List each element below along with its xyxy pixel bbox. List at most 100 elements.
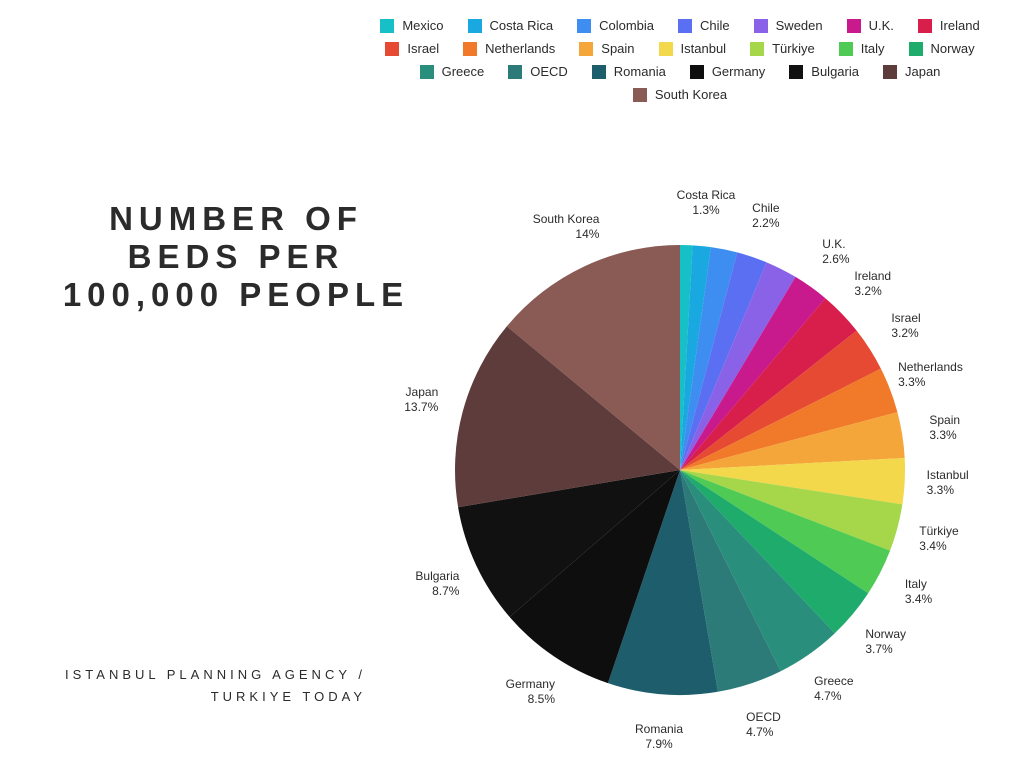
slice-label-name: Italy xyxy=(905,577,927,591)
legend-label: Norway xyxy=(931,41,975,56)
slice-label-pct: 3.3% xyxy=(929,428,960,443)
legend-label: Japan xyxy=(905,64,940,79)
legend-label: Spain xyxy=(601,41,634,56)
legend-label: Istanbul xyxy=(681,41,727,56)
slice-label: Netherlands3.3% xyxy=(898,360,963,390)
slice-label-name: Israel xyxy=(891,311,920,325)
legend-swatch xyxy=(678,19,692,33)
slice-label: OECD4.7% xyxy=(746,710,781,740)
slice-label: Romania7.9% xyxy=(635,722,683,752)
slice-label-pct: 14% xyxy=(533,227,600,242)
slice-label-pct: 3.2% xyxy=(891,326,920,341)
legend-item: Sweden xyxy=(754,18,823,33)
legend-label: OECD xyxy=(530,64,568,79)
slice-label: Bulgaria8.7% xyxy=(415,569,459,599)
legend-swatch xyxy=(789,65,803,79)
slice-label-pct: 7.9% xyxy=(635,737,683,752)
chart-source: ISTANBUL PLANNING AGENCY / TURKIYE TODAY xyxy=(56,664,366,708)
legend-swatch xyxy=(420,65,434,79)
slice-label-name: Istanbul xyxy=(927,468,969,482)
legend-item: Greece xyxy=(420,64,485,79)
slice-label: Ireland3.2% xyxy=(854,269,891,299)
legend-label: Chile xyxy=(700,18,730,33)
legend-item: Bulgaria xyxy=(789,64,859,79)
slice-label-pct: 2.2% xyxy=(752,216,779,231)
legend-label: Mexico xyxy=(402,18,443,33)
legend-item: Costa Rica xyxy=(468,18,554,33)
slice-label-pct: 3.2% xyxy=(854,284,891,299)
slice-label: Norway3.7% xyxy=(865,627,906,657)
legend-item: Spain xyxy=(579,41,634,56)
legend-label: Ireland xyxy=(940,18,980,33)
legend-item: Norway xyxy=(909,41,975,56)
slice-label: Chile2.2% xyxy=(752,201,779,231)
legend-label: Greece xyxy=(442,64,485,79)
slice-label-name: Türkiye xyxy=(919,524,958,538)
slice-label-name: Germany xyxy=(506,677,555,691)
slice-label-name: Netherlands xyxy=(898,360,963,374)
legend-swatch xyxy=(918,19,932,33)
slice-label-pct: 13.7% xyxy=(404,400,438,415)
legend-label: Netherlands xyxy=(485,41,555,56)
slice-label-pct: 8.5% xyxy=(506,692,555,707)
legend-item: Türkiye xyxy=(750,41,815,56)
legend-swatch xyxy=(468,19,482,33)
legend-swatch xyxy=(750,42,764,56)
legend-item: Mexico xyxy=(380,18,443,33)
legend-label: Romania xyxy=(614,64,666,79)
legend-item: Japan xyxy=(883,64,940,79)
legend-label: Israel xyxy=(407,41,439,56)
legend-item: Colombia xyxy=(577,18,654,33)
legend-item: U.K. xyxy=(847,18,894,33)
legend-swatch xyxy=(633,88,647,102)
slice-label-name: Spain xyxy=(929,413,960,427)
legend-label: Italy xyxy=(861,41,885,56)
slice-label-name: Chile xyxy=(752,201,779,215)
legend-swatch xyxy=(754,19,768,33)
slice-label-pct: 3.4% xyxy=(919,539,958,554)
slice-label-pct: 3.7% xyxy=(865,642,906,657)
legend-swatch xyxy=(592,65,606,79)
slice-label-pct: 1.3% xyxy=(677,203,736,218)
slice-label-name: OECD xyxy=(746,710,781,724)
slice-label: Türkiye3.4% xyxy=(919,524,958,554)
legend-swatch xyxy=(577,19,591,33)
slice-label: Germany8.5% xyxy=(506,677,555,707)
legend-swatch xyxy=(463,42,477,56)
slice-label-name: Japan xyxy=(406,385,439,399)
legend-item: Ireland xyxy=(918,18,980,33)
legend-swatch xyxy=(508,65,522,79)
legend-label: Sweden xyxy=(776,18,823,33)
legend-swatch xyxy=(690,65,704,79)
legend-label: Germany xyxy=(712,64,765,79)
legend-swatch xyxy=(847,19,861,33)
legend-swatch xyxy=(909,42,923,56)
slice-label: Israel3.2% xyxy=(891,311,920,341)
legend-swatch xyxy=(380,19,394,33)
slice-label-name: Bulgaria xyxy=(415,569,459,583)
slice-label-pct: 2.6% xyxy=(822,252,849,267)
slice-label: Japan13.7% xyxy=(404,385,438,415)
legend-item: Israel xyxy=(385,41,439,56)
legend-swatch xyxy=(579,42,593,56)
legend-item: Netherlands xyxy=(463,41,555,56)
slice-label-name: Romania xyxy=(635,722,683,736)
legend-swatch xyxy=(659,42,673,56)
slice-label-pct: 3.3% xyxy=(898,375,963,390)
slice-label: Italy3.4% xyxy=(905,577,932,607)
slice-label-name: Norway xyxy=(865,627,906,641)
legend-item: Italy xyxy=(839,41,885,56)
slice-label: Spain3.3% xyxy=(929,413,960,443)
slice-label-name: Greece xyxy=(814,674,853,688)
legend-swatch xyxy=(883,65,897,79)
legend-item: OECD xyxy=(508,64,568,79)
legend-label: U.K. xyxy=(869,18,894,33)
slice-label-pct: 4.7% xyxy=(746,725,781,740)
slice-label: U.K.2.6% xyxy=(822,237,849,267)
legend-label: South Korea xyxy=(655,87,727,102)
slice-label-pct: 8.7% xyxy=(415,584,459,599)
slice-label: Costa Rica1.3% xyxy=(677,188,736,218)
legend: Mexico Costa Rica Colombia Chile Sweden U.K. I… xyxy=(380,18,980,102)
legend-swatch xyxy=(385,42,399,56)
slice-label: Greece4.7% xyxy=(814,674,853,704)
